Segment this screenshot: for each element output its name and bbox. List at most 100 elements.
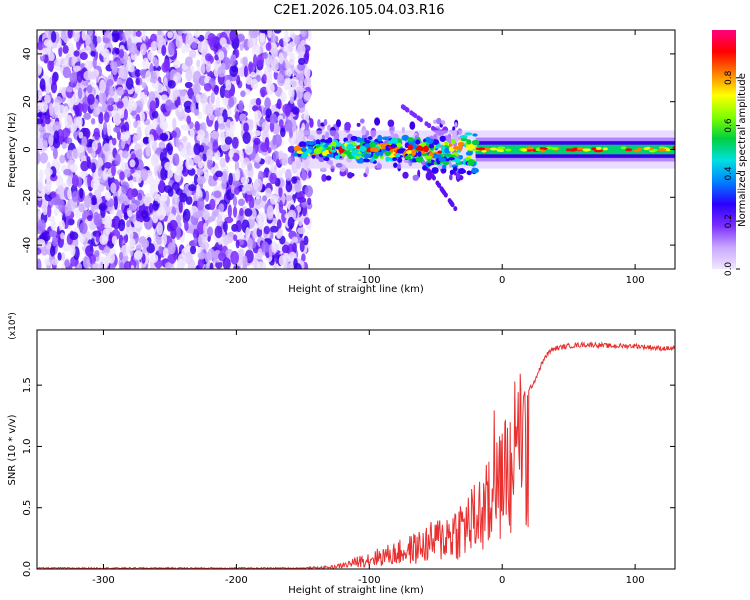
spectrogram-cell — [196, 167, 204, 176]
band-cell — [338, 148, 345, 153]
spectrogram-cell — [163, 215, 168, 222]
spectrogram-cell — [134, 69, 141, 78]
snr-frame — [36, 329, 676, 570]
spectrogram-cell — [209, 198, 216, 211]
spectrogram-cell — [188, 49, 197, 59]
spectrogram-cell — [307, 197, 312, 206]
spectrogram-cell — [247, 237, 253, 251]
band-cell — [460, 134, 468, 139]
spectrogram-cell — [57, 252, 62, 261]
spectrogram-cell — [199, 92, 208, 104]
spectrogram-cell — [301, 167, 305, 173]
spectrogram-cell — [194, 30, 201, 38]
spectrogram-cell — [140, 43, 147, 56]
spectrogram-cell — [159, 114, 165, 125]
spectrogram-cell — [165, 99, 173, 112]
spectrogram-cell — [60, 232, 65, 240]
band-cell — [453, 145, 460, 150]
band-cell — [407, 144, 413, 150]
spectrogram-cell — [190, 102, 196, 113]
spectrogram-cell — [456, 171, 460, 180]
spectrogram-cell — [304, 66, 311, 79]
spectrogram-cell — [134, 84, 141, 94]
x-tick-label: 100 — [626, 575, 645, 586]
spectrogram-cell — [145, 70, 151, 82]
colorbar-tick-label: 0.8 — [724, 70, 734, 85]
spectrogram-cell — [227, 108, 232, 117]
colorbar-tick-label: 0.0 — [724, 262, 734, 277]
spectrogram-cell — [184, 81, 193, 89]
spectrogram-cell — [82, 255, 91, 269]
spectrogram-cell — [219, 157, 226, 168]
band-cell — [505, 148, 512, 152]
spectrogram-cell — [70, 123, 77, 132]
spectrogram-cell — [152, 65, 162, 72]
spectrogram-cell — [229, 120, 236, 132]
spectrogram-cell — [99, 234, 109, 245]
spectrogram-cell — [48, 134, 54, 147]
spectrogram-x-label: Height of straight line (km) — [288, 284, 424, 295]
spectrogram-cell — [300, 30, 308, 37]
spectrogram-cell — [449, 174, 453, 181]
spectrogram-cell — [270, 32, 276, 46]
spectrogram-cell — [133, 250, 143, 260]
spectrogram-cell — [277, 74, 285, 87]
spectrogram-cell — [104, 191, 112, 201]
x-tick-label: -300 — [92, 575, 115, 586]
spectrogram-cell — [116, 101, 124, 109]
spectrogram-cell — [269, 225, 279, 233]
band-cell — [350, 135, 358, 142]
spectrogram-cell — [203, 83, 212, 92]
band-cell — [441, 164, 447, 169]
spectrogram-cell — [127, 101, 133, 114]
spectrogram-cell — [405, 107, 410, 113]
spectrogram-cell — [155, 82, 164, 93]
spectrogram-cell — [262, 73, 267, 83]
band-cell — [401, 134, 410, 141]
spectrogram-cell — [186, 115, 192, 125]
spectrogram-cell — [135, 77, 140, 86]
spectrogram-cell — [103, 152, 112, 166]
spectrogram-cell — [297, 57, 306, 66]
band-cell — [390, 144, 398, 148]
spectrogram-cell — [285, 181, 293, 193]
band-cell — [481, 149, 487, 153]
band-cell — [625, 148, 633, 152]
spectrogram-cell — [177, 258, 186, 268]
snr-y-ticks: 0.0 0.5 1.0 1.5 — [22, 377, 675, 577]
spectrogram-cell — [210, 130, 219, 140]
spectrogram-cell — [87, 214, 93, 222]
spectrogram-cell — [150, 40, 158, 52]
spectrogram-cell — [212, 140, 219, 153]
spectrogram-cell — [234, 111, 240, 122]
spectrogram-cell — [44, 94, 51, 104]
spectrogram-cell — [114, 153, 121, 166]
spectrogram-cell — [71, 93, 81, 106]
spectrogram-cell — [262, 195, 268, 202]
spectrogram-cell — [84, 45, 91, 54]
spectrogram-cell — [67, 30, 73, 39]
spectrogram-cell — [140, 111, 145, 123]
spectrogram-cell — [106, 78, 114, 87]
spectrogram-cell — [37, 130, 41, 138]
band-cell — [415, 139, 421, 145]
spectrogram-cell — [99, 79, 107, 94]
spectrogram-cell — [232, 196, 238, 207]
band-cell — [437, 150, 442, 154]
spectrogram-cell — [185, 195, 193, 205]
spectrogram-cell — [269, 195, 279, 205]
spectrogram-cell — [197, 129, 205, 139]
spectrogram-cell — [177, 104, 183, 113]
spectrogram-cell — [107, 123, 112, 137]
spectrogram-cell — [252, 54, 258, 67]
band-cell — [359, 145, 367, 152]
spectrogram-cell — [93, 127, 100, 138]
spectrogram-cell — [197, 252, 206, 260]
spectrogram-cell — [195, 93, 201, 104]
spectrogram-cell — [37, 88, 43, 101]
spectrogram-cell — [197, 221, 205, 235]
spectrogram-cell — [303, 235, 309, 246]
spectrogram-cell — [250, 71, 256, 78]
spectrogram-cell — [255, 155, 261, 163]
spectrogram-cell — [205, 103, 214, 117]
